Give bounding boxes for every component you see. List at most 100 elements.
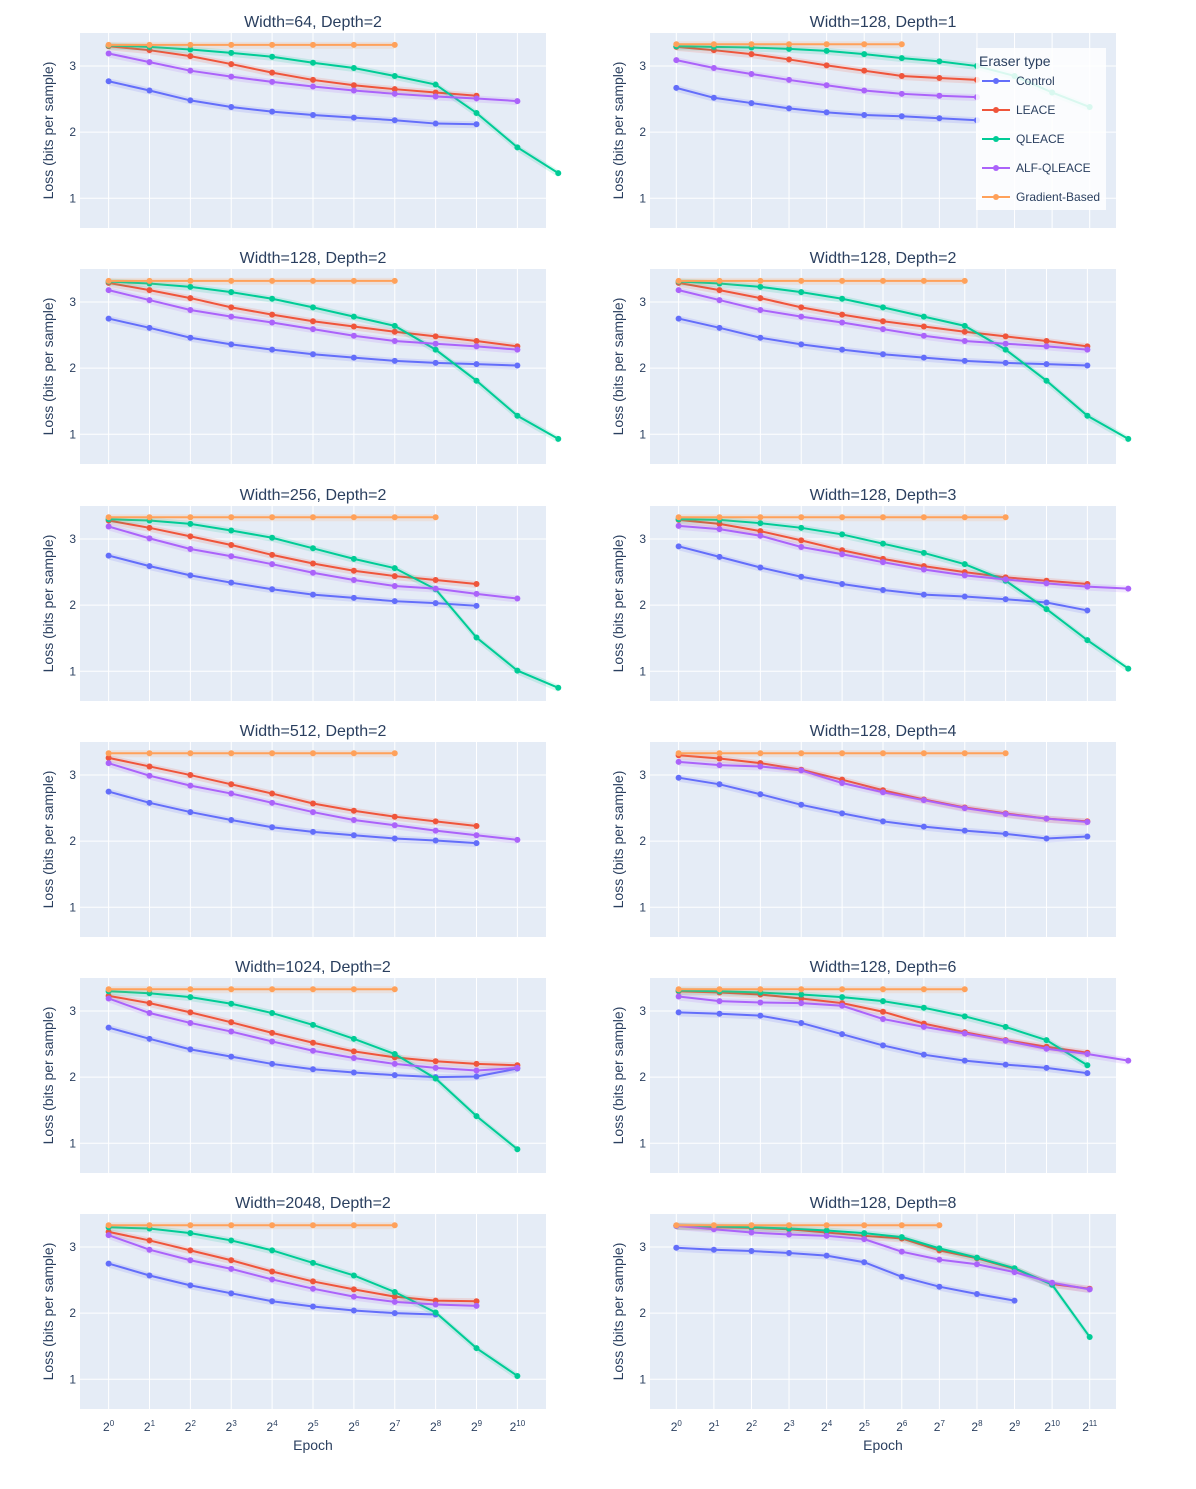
- x-tick-label: 26: [348, 1419, 360, 1434]
- series-alf-qleace: [105, 287, 521, 354]
- y-tick-label: 3: [69, 59, 76, 73]
- data-point: [269, 1038, 276, 1045]
- series-line: [108, 80, 477, 126]
- data-point: [716, 287, 723, 294]
- data-point: [146, 750, 153, 757]
- data-point: [798, 801, 805, 808]
- legend-item-alf-qleace[interactable]: ALF-QLEACE: [982, 161, 1091, 175]
- data-point: [310, 514, 316, 521]
- data-point: [1084, 346, 1091, 353]
- series-control: [673, 1244, 1018, 1305]
- data-point: [1043, 815, 1050, 822]
- data-point: [432, 514, 439, 521]
- data-point: [757, 750, 764, 757]
- data-point: [898, 41, 905, 48]
- data-point: [839, 810, 846, 817]
- x-tick-label: 29: [471, 1419, 483, 1434]
- confidence-band: [676, 1244, 1015, 1305]
- data-point: [228, 41, 235, 48]
- data-point: [310, 76, 316, 83]
- data-point: [310, 1222, 316, 1229]
- series-alf-qleace: [105, 995, 521, 1075]
- x-tick-label: 23: [226, 1419, 238, 1434]
- data-point: [350, 65, 357, 72]
- data-point: [473, 840, 480, 847]
- data-point: [1084, 637, 1091, 644]
- data-point: [432, 346, 439, 353]
- data-point: [432, 1064, 439, 1071]
- legend-item-qleace[interactable]: QLEACE: [982, 132, 1065, 146]
- x-tick-label: 28: [971, 1419, 983, 1434]
- data-point: [391, 813, 398, 820]
- series-control: [105, 788, 480, 848]
- data-point: [936, 74, 943, 81]
- data-point: [880, 1015, 886, 1022]
- subplot-1: 1 2 3 Width=64, Depth=2 Loss (bits per sampl…: [40, 14, 562, 228]
- confidence-band: [678, 988, 1088, 1057]
- data-point: [228, 542, 235, 548]
- confidence-band: [108, 516, 559, 692]
- subplot-9: 1 2 3 Width=1024, Depth=2 Loss (bits per sam…: [40, 959, 546, 1173]
- data-point: [432, 577, 439, 584]
- data-point: [269, 1276, 276, 1283]
- data-point: [391, 1222, 398, 1229]
- subplot-title: Width=128, Depth=3: [810, 487, 957, 504]
- series-alf-qleace: [673, 57, 980, 102]
- data-point: [391, 322, 398, 329]
- data-point: [350, 1035, 357, 1042]
- data-point: [228, 61, 235, 68]
- data-point: [514, 836, 521, 843]
- data-point: [716, 762, 723, 769]
- y-tick-label: 1: [639, 900, 646, 914]
- data-point: [228, 817, 235, 823]
- data-point: [839, 277, 846, 284]
- data-point: [473, 1060, 480, 1067]
- legend-item-gradient-based[interactable]: Gradient-Based: [982, 190, 1100, 204]
- data-point: [350, 354, 357, 361]
- subplot-8: 1 2 3 Width=128, Depth=4 Loss (bits per samp…: [610, 723, 1116, 937]
- data-point: [973, 1254, 980, 1261]
- series-gradient-based: [105, 1222, 398, 1230]
- data-point: [432, 1301, 439, 1308]
- data-point: [391, 573, 398, 580]
- data-point: [748, 1229, 755, 1236]
- confidence-band: [108, 1232, 477, 1310]
- data-point: [350, 1069, 357, 1076]
- legend-item-control[interactable]: Control: [982, 74, 1055, 88]
- data-point: [350, 1272, 357, 1279]
- data-point: [228, 1237, 235, 1244]
- data-point: [473, 822, 480, 829]
- y-tick-label: 2: [69, 1070, 76, 1084]
- data-point: [786, 41, 793, 48]
- data-point: [187, 1009, 194, 1016]
- data-point: [936, 1245, 943, 1252]
- data-point: [432, 333, 439, 340]
- data-point: [757, 334, 764, 341]
- data-point: [391, 1051, 398, 1058]
- data-point: [555, 170, 562, 177]
- legend: Eraser type Control LEACE QLEACE ALF-QLEACE…: [976, 48, 1106, 210]
- data-point: [187, 67, 194, 74]
- data-point: [391, 582, 398, 589]
- data-point: [1084, 412, 1091, 419]
- data-point: [716, 781, 723, 788]
- data-point: [310, 750, 316, 757]
- data-point: [473, 634, 480, 641]
- data-point: [228, 527, 235, 534]
- data-point: [861, 51, 868, 58]
- y-tick-label: 2: [639, 834, 646, 848]
- data-point: [391, 986, 398, 993]
- data-point: [473, 832, 480, 839]
- data-point: [1125, 665, 1132, 672]
- data-point: [269, 295, 276, 302]
- data-point: [146, 524, 153, 531]
- y-tick-label: 3: [69, 1240, 76, 1254]
- legend-item-leace[interactable]: LEACE: [982, 103, 1055, 117]
- subplot-title: Width=128, Depth=2: [240, 250, 387, 267]
- data-point: [228, 1028, 235, 1035]
- series-qleace: [105, 278, 562, 443]
- data-point: [1002, 1061, 1009, 1068]
- legend-title: Eraser type: [979, 53, 1051, 69]
- x-tick-label: 21: [708, 1419, 720, 1434]
- data-point: [861, 111, 868, 118]
